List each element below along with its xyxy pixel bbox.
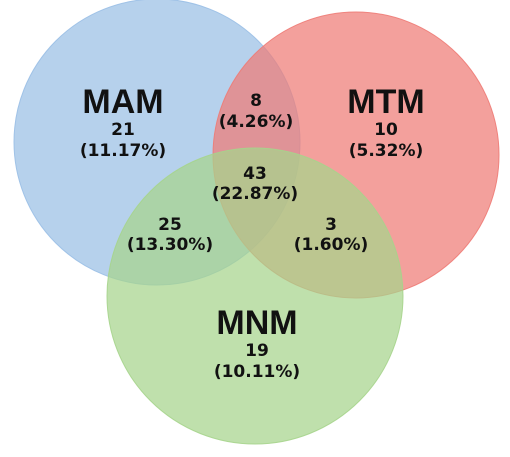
mam-only-percent: (11.17%) (80, 141, 166, 161)
mam-only-count: 21 (111, 120, 135, 140)
mam-mtm-percent: (4.26%) (219, 112, 294, 132)
mtm-mnm-count: 3 (325, 215, 337, 235)
mnm-only-percent: (10.11%) (214, 362, 300, 382)
mam-title: MAM (82, 83, 163, 121)
mtm-title: MTM (347, 83, 424, 121)
mnm-title: MNM (216, 304, 297, 342)
mtm-only-count: 10 (374, 120, 398, 140)
mtm-only-percent: (5.32%) (349, 141, 424, 161)
all-three-percent: (22.87%) (212, 184, 298, 204)
mtm-mnm-percent: (1.60%) (294, 235, 369, 255)
all-three-count: 43 (243, 164, 267, 184)
mnm-only-count: 19 (245, 341, 269, 361)
mnm-circle (106, 147, 404, 445)
mam-mtm-count: 8 (250, 91, 262, 111)
mam-mnm-percent: (13.30%) (127, 235, 213, 255)
mam-mnm-count: 25 (158, 215, 182, 235)
